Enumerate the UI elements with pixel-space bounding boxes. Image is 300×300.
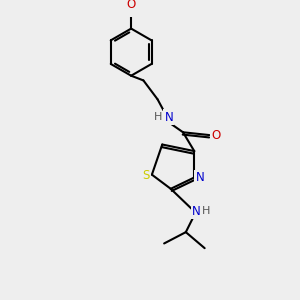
Text: S: S (142, 169, 150, 182)
Text: N: N (192, 205, 201, 218)
Text: O: O (211, 129, 220, 142)
Text: H: H (154, 112, 163, 122)
Text: O: O (127, 0, 136, 11)
Text: H: H (202, 206, 211, 216)
Text: N: N (196, 171, 204, 184)
Text: N: N (164, 111, 173, 124)
